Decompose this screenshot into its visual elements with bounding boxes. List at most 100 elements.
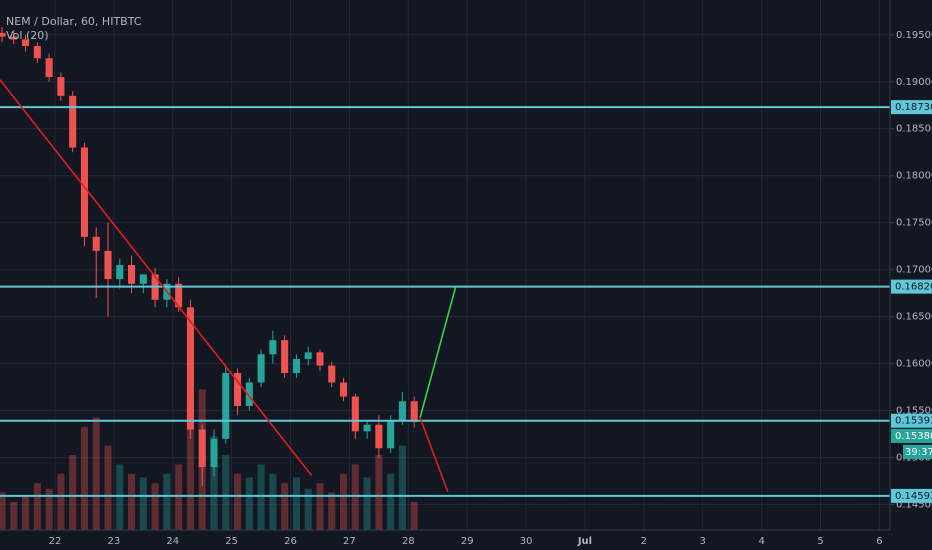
candle-body: [387, 420, 395, 449]
volume-bar: [340, 473, 348, 530]
x-tick-label: 2: [641, 536, 647, 547]
countdown-box: [903, 444, 932, 459]
plot: [0, 27, 890, 530]
x-tick-label: 27: [343, 536, 356, 547]
volume-bar: [387, 473, 395, 530]
level-label-box: [891, 100, 932, 115]
candle-body: [304, 352, 312, 359]
volume-bar: [69, 455, 77, 530]
volume-bar: [398, 445, 406, 530]
candle-body: [210, 438, 218, 468]
x-tick-label: 26: [284, 536, 297, 547]
candle-body: [0, 32, 6, 37]
candle-body: [375, 424, 383, 449]
volume-bar: [316, 483, 324, 530]
candle-body: [116, 265, 124, 280]
candle-body: [92, 236, 100, 251]
volume-bar: [116, 464, 124, 530]
candle-body: [410, 401, 418, 422]
x-tick-label: 5: [817, 536, 823, 547]
candle-body: [316, 352, 324, 366]
candle-body: [104, 250, 112, 280]
candle-body: [292, 358, 300, 374]
candle-body: [363, 424, 371, 432]
candle-body: [22, 39, 30, 47]
level-label: 0.14593: [895, 491, 932, 502]
volume-bar: [222, 455, 230, 530]
volume-bar: [163, 473, 171, 530]
volume-bar: [269, 473, 277, 530]
volume-bar: [33, 483, 41, 530]
volume-bar: [257, 464, 265, 530]
volume-bar: [304, 488, 312, 530]
y-tick-label: 0.19500: [896, 30, 932, 41]
candle-body: [186, 307, 194, 430]
volume-bar: [363, 477, 371, 530]
level-label-box: [891, 413, 932, 428]
x-tick-label: 22: [49, 536, 62, 547]
x-tick-label: 25: [225, 536, 238, 547]
candle-body: [198, 429, 206, 468]
countdown-label: 39:37: [905, 447, 932, 458]
volume-bar: [375, 455, 383, 530]
volume-bar: [10, 501, 18, 530]
x-tick-label: 3: [700, 536, 706, 547]
candle-body: [69, 95, 77, 148]
volume-bar: [210, 436, 218, 530]
volume-bar: [104, 445, 112, 530]
candle-body: [340, 382, 348, 397]
candle-body: [269, 340, 277, 355]
axes: 0.145000.150000.155000.160000.165000.170…: [49, 30, 932, 547]
candle-body: [10, 36, 18, 40]
level-label: 0.15393: [895, 416, 932, 427]
volume-bar: [128, 473, 136, 530]
volume-bar: [245, 477, 253, 530]
grid: [0, 0, 890, 530]
level-label-box: [891, 488, 932, 503]
volume-bar: [92, 417, 100, 530]
volume-bar: [351, 464, 359, 530]
candle-body: [281, 340, 289, 374]
x-tick-label: Jul: [577, 536, 592, 547]
x-tick-label: 30: [520, 536, 533, 547]
volume-bar: [186, 398, 194, 530]
x-tick-label: 29: [461, 536, 474, 547]
volume-bar: [410, 501, 418, 530]
volume-bar: [175, 464, 183, 530]
volume-bar: [281, 483, 289, 530]
candle-body: [328, 365, 336, 383]
volume-bar: [234, 473, 242, 530]
chart-title: NEM / Dollar, 60, HITBTC: [6, 15, 142, 28]
candle-body: [175, 283, 183, 308]
x-tick-label: 24: [166, 536, 179, 547]
volume-title: Vol (20): [6, 29, 49, 42]
candle-body: [245, 382, 253, 406]
x-tick-label: 28: [402, 536, 415, 547]
candle-body: [139, 274, 147, 284]
x-tick-label: 4: [758, 536, 764, 547]
candle-body: [128, 265, 136, 284]
volume-bar: [22, 496, 30, 530]
last-price-box: [891, 428, 932, 443]
volume-bar: [45, 488, 53, 530]
candle-body: [33, 46, 41, 59]
x-tick-label: 6: [876, 536, 882, 547]
volume-bar: [80, 426, 88, 530]
candle-body: [80, 147, 88, 237]
volume-bar: [0, 492, 6, 530]
candle-body: [398, 401, 406, 421]
candle-body: [45, 58, 53, 78]
volume-bar: [292, 477, 300, 530]
level-label-box: [891, 279, 932, 294]
volume-bar: [328, 492, 336, 530]
